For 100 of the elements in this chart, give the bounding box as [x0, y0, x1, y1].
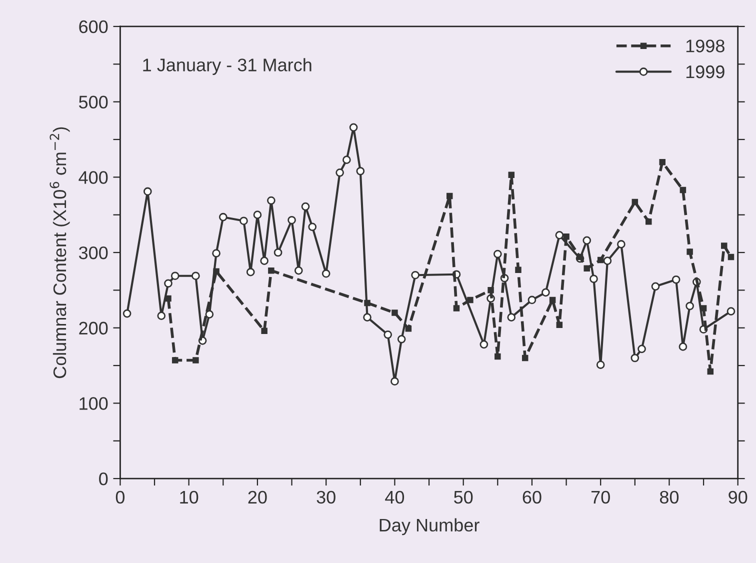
y-tick-label: 600 [79, 20, 108, 34]
point [192, 357, 199, 364]
point [165, 295, 172, 302]
x-tick-label: 80 [660, 490, 679, 504]
y-tick-label: 500 [79, 96, 108, 109]
point [397, 334, 406, 344]
point [218, 212, 228, 222]
point [549, 296, 556, 304]
x-tick-label: 70 [591, 490, 610, 504]
point [493, 250, 502, 258]
legend-label: 1998 [686, 40, 724, 52]
point [488, 287, 494, 294]
point [630, 354, 640, 362]
point [411, 270, 420, 280]
point [164, 279, 172, 288]
point [528, 296, 536, 304]
point [659, 158, 666, 166]
point [301, 202, 310, 211]
point [596, 360, 605, 369]
point [288, 216, 296, 224]
y-tick-label: 300 [78, 246, 108, 260]
point [680, 186, 686, 194]
point [253, 210, 262, 219]
x-tick-label: 0 [116, 490, 125, 504]
x-tick-label: 40 [385, 490, 404, 504]
point [157, 312, 166, 320]
point [261, 328, 268, 334]
y-tick-label: 100 [80, 397, 108, 410]
point [597, 256, 604, 264]
x-tick-label: 30 [316, 490, 336, 504]
point [467, 296, 474, 304]
point [494, 353, 501, 360]
y-tick-label: 0 [99, 472, 108, 486]
point [582, 236, 592, 245]
point [446, 192, 453, 200]
point [267, 196, 276, 205]
point [363, 313, 372, 322]
point [172, 357, 178, 364]
point [542, 288, 550, 297]
point [686, 248, 693, 255]
point [213, 268, 220, 274]
point [507, 313, 516, 322]
point [274, 248, 282, 257]
point [721, 242, 728, 249]
point [170, 272, 180, 280]
point [390, 377, 399, 386]
point [143, 187, 152, 196]
point [480, 340, 488, 349]
point [384, 330, 392, 339]
point [356, 166, 365, 176]
point [632, 198, 638, 206]
point [672, 275, 680, 284]
point [508, 172, 515, 178]
x-tick-label: 50 [454, 490, 473, 504]
point [555, 231, 564, 240]
point [651, 282, 660, 291]
point [122, 309, 132, 318]
point [349, 123, 358, 132]
point [603, 256, 612, 265]
point [364, 300, 370, 306]
point [308, 222, 317, 232]
point [260, 256, 268, 265]
x-axis-title: Day Number [380, 518, 480, 536]
point [322, 269, 330, 278]
point [617, 240, 626, 248]
y-tick-label: 400 [78, 171, 108, 184]
point [336, 168, 344, 177]
point [584, 265, 590, 272]
point [728, 254, 734, 260]
point [205, 310, 214, 318]
point [700, 305, 707, 312]
x-tick-label: 10 [180, 490, 198, 504]
point [268, 267, 274, 274]
x-tick-label: 60 [522, 490, 542, 504]
annotation: 1 January - 31 March [143, 58, 312, 75]
point [726, 307, 736, 316]
x-tick-label: 20 [248, 490, 267, 504]
point [453, 305, 460, 312]
point [563, 234, 570, 240]
y-tick-label: 200 [79, 322, 108, 335]
point [294, 266, 303, 275]
point [240, 216, 248, 226]
point [590, 274, 598, 284]
x-tick-label: 90 [728, 490, 748, 504]
point [646, 218, 652, 225]
point [212, 249, 220, 258]
y-axis-title: Columnar Content (X10$^{6}$ cm$^{−2}$) [50, 127, 70, 378]
point [576, 254, 584, 260]
point [246, 268, 255, 276]
point [515, 266, 522, 273]
point [405, 325, 412, 332]
point [678, 342, 688, 351]
point [392, 310, 398, 316]
legend-label: 1999 [686, 65, 724, 78]
point [638, 344, 646, 354]
point [686, 302, 694, 310]
point [522, 354, 528, 362]
point [707, 368, 714, 375]
point [192, 272, 200, 280]
point [342, 156, 351, 164]
